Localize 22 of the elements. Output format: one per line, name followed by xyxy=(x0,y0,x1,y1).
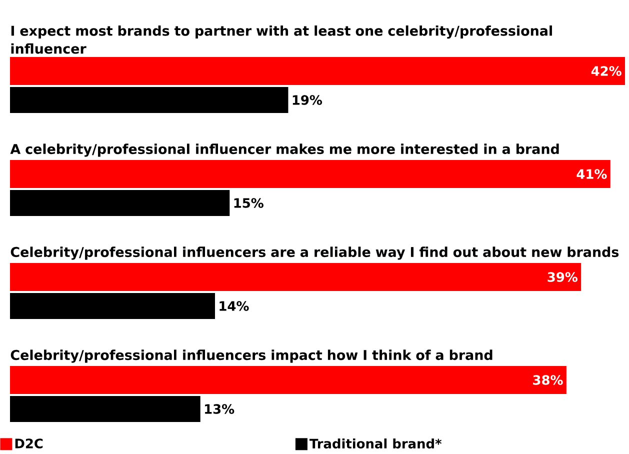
data-label: 13% xyxy=(205,404,234,414)
legend-label: D2C xyxy=(15,438,43,448)
data-label: 38% xyxy=(533,375,563,385)
data-label: 19% xyxy=(292,95,322,105)
bar xyxy=(10,160,610,188)
bar xyxy=(10,56,626,85)
y-tick-label: A celebrity/professional influencer makes me more interested in a brand xyxy=(10,144,559,157)
y-tick-label: Celebrity/professional influencers are a reliable way I find out about new brands xyxy=(10,246,619,260)
legend-label: Traditional brand* xyxy=(310,438,442,448)
data-label: 41% xyxy=(576,169,607,179)
bar xyxy=(10,366,566,394)
data-label: 42% xyxy=(591,66,622,76)
y-tick-label: Celebrity/professional influencers impact how I think of a brand xyxy=(10,350,492,363)
data-label: 15% xyxy=(234,198,264,208)
bar xyxy=(10,396,200,422)
bar xyxy=(10,262,582,291)
bar xyxy=(10,292,216,319)
data-label: 14% xyxy=(220,301,249,311)
bar xyxy=(10,86,288,113)
bar xyxy=(10,190,230,216)
data-label: 39% xyxy=(548,272,578,282)
y-tick-label: I expect most brands to partner with at least one celebrity/professional influencer xyxy=(11,25,552,54)
